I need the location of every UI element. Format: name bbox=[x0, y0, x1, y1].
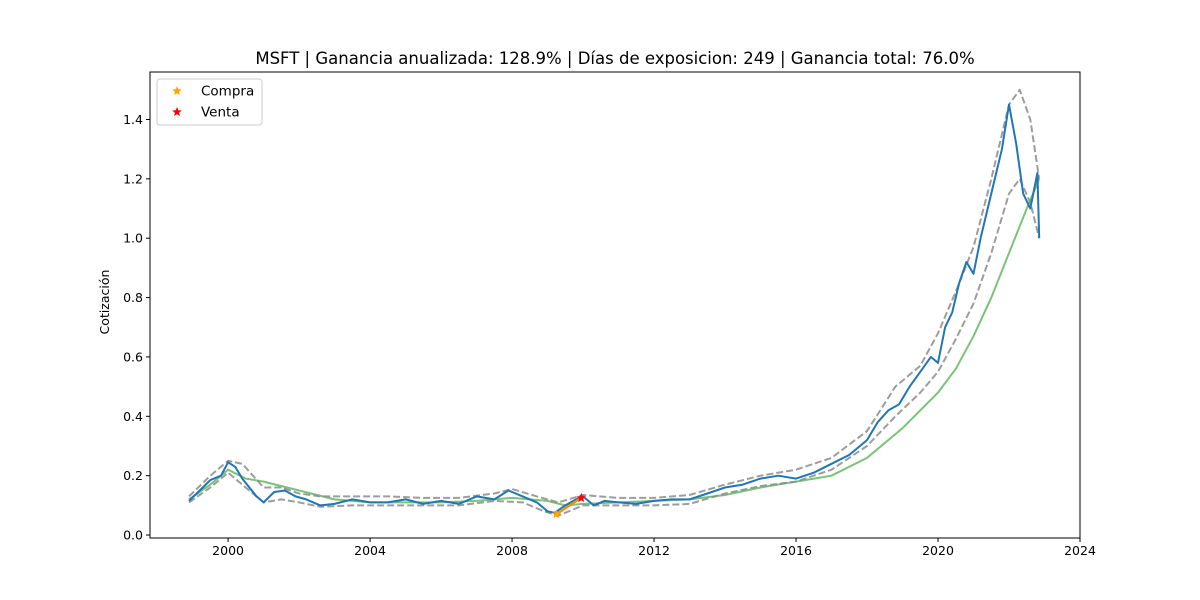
y-tick-label: 0.2 bbox=[123, 468, 143, 483]
x-tick-label: 2020 bbox=[922, 543, 954, 558]
series-long-average bbox=[188, 178, 1041, 507]
legend-box bbox=[156, 78, 263, 126]
x-tick-label: 2016 bbox=[780, 543, 812, 558]
y-axis: 0.0 0.2 0.4 0.6 0.8 1.0 1.2 1.4 bbox=[123, 112, 150, 543]
x-tick-label: 2012 bbox=[638, 543, 670, 558]
y-tick-label: 0.4 bbox=[123, 409, 143, 424]
legend-label-venta: Venta bbox=[201, 105, 240, 121]
chart-title: MSFT | Ganancia anualizada: 128.9% | Día… bbox=[255, 49, 974, 68]
y-tick-label: 1.4 bbox=[123, 112, 143, 127]
buy-marker bbox=[551, 509, 562, 519]
legend: Compra Venta bbox=[156, 78, 263, 126]
x-tick-label: 2000 bbox=[212, 543, 244, 558]
legend-label-compra: Compra bbox=[201, 84, 254, 100]
y-axis-label: Cotización bbox=[97, 270, 112, 335]
legend-marker-venta bbox=[172, 107, 182, 116]
y-tick-label: 0.8 bbox=[123, 290, 143, 305]
y-tick-label: 1.2 bbox=[123, 171, 143, 186]
y-tick-label: 1.0 bbox=[123, 231, 143, 246]
x-axis: 2000 2004 2008 2012 2016 2020 2024 bbox=[212, 538, 1096, 558]
series-upper-band bbox=[188, 88, 1041, 504]
x-tick-label: 2024 bbox=[1064, 543, 1096, 558]
plot-area bbox=[188, 88, 1041, 519]
sell-marker bbox=[576, 492, 586, 502]
plot-frame bbox=[149, 71, 1081, 539]
x-tick-label: 2008 bbox=[496, 543, 528, 558]
series-lower-band bbox=[188, 177, 1041, 517]
y-tick-label: 0.6 bbox=[123, 349, 143, 364]
holding-segment bbox=[555, 496, 582, 516]
x-tick-label: 2004 bbox=[354, 543, 386, 558]
legend-marker-compra bbox=[172, 86, 182, 95]
y-tick-label: 0.0 bbox=[123, 528, 143, 543]
series-price bbox=[188, 103, 1041, 514]
